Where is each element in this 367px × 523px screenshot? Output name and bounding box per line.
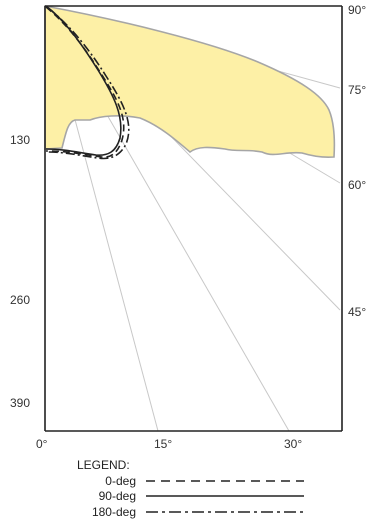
x-label-30: 30° — [284, 437, 302, 451]
curve-180-deg — [47, 7, 130, 160]
x-label-15: 15° — [154, 437, 172, 451]
y-label-390: 390 — [10, 396, 30, 410]
angle-label-45: 45° — [348, 305, 366, 319]
legend: LEGEND: 0-deg 90-deg 180-deg — [77, 458, 304, 519]
angle-label-60: 60° — [348, 178, 366, 192]
legend-label-180-deg: 180-deg — [92, 505, 136, 519]
y-label-130: 130 — [10, 133, 30, 147]
legend-label-0-deg: 0-deg — [105, 474, 136, 488]
legend-label-90-deg: 90-deg — [99, 489, 136, 503]
beam-curves — [45, 5, 130, 160]
curve-90-deg — [45, 5, 122, 156]
x-label-0: 0° — [36, 437, 48, 451]
legend-title: LEGEND: — [77, 458, 130, 472]
y-label-260: 260 — [10, 293, 30, 307]
angle-label-90: 90° — [348, 3, 366, 17]
illuminance-region — [44, 5, 336, 159]
axes — [44, 5, 343, 432]
angle-label-75: 75° — [348, 83, 366, 97]
